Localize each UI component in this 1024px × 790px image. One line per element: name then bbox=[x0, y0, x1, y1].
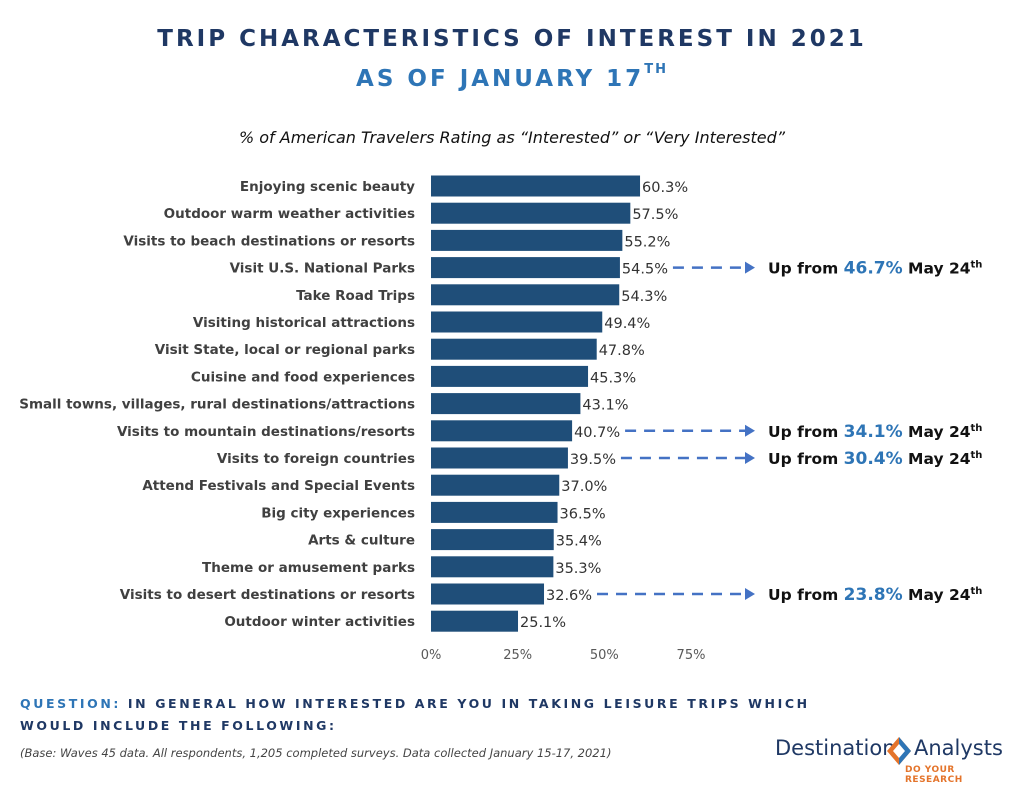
data-label: 49.4% bbox=[604, 316, 650, 332]
category-label: Arts & culture bbox=[308, 533, 415, 549]
chart-title-line2: AS OF JANUARY 17TH bbox=[0, 62, 1024, 92]
bar bbox=[431, 529, 554, 551]
category-label: Theme or amusement parks bbox=[202, 560, 415, 576]
logo-tagline: DO YOUR RESEARCH bbox=[905, 765, 963, 785]
bar bbox=[431, 338, 597, 360]
chart-title-line2-main: AS OF JANUARY 17 bbox=[356, 66, 645, 92]
annotation-suffix-sup: th bbox=[971, 450, 983, 461]
data-label: 25.1% bbox=[520, 615, 566, 631]
annotation-arrow-head bbox=[745, 452, 755, 464]
category-label: Visit State, local or regional parks bbox=[155, 342, 415, 358]
base-note: (Base: Waves 45 data. All respondents, 1… bbox=[20, 746, 612, 760]
annotation-text: Up from 46.7% May 24th bbox=[768, 259, 982, 279]
annotation-suffix-sup: th bbox=[971, 260, 983, 271]
data-label: 37.0% bbox=[561, 479, 607, 495]
annotation-suffix: May 24 bbox=[903, 586, 971, 604]
category-label: Visits to desert destinations or resorts bbox=[120, 587, 415, 603]
survey-question: QUESTION: IN GENERAL HOW INTERESTED ARE … bbox=[20, 693, 840, 737]
annotation-prefix: Up from bbox=[768, 260, 844, 278]
logo-word-analysts: Analysts bbox=[914, 736, 1003, 760]
category-label: Take Road Trips bbox=[296, 288, 415, 304]
company-logo: Destination Analysts DO YOUR RESEARCH bbox=[775, 732, 1015, 785]
annotation-text: Up from 23.8% May 24th bbox=[768, 585, 982, 605]
annotation-prefix: Up from bbox=[768, 586, 844, 604]
bar bbox=[431, 501, 558, 523]
data-label: 60.3% bbox=[642, 180, 688, 196]
chart-title-line1: TRIP CHARACTERISTICS OF INTEREST IN 2021 bbox=[157, 26, 867, 52]
annotation-text: Up from 30.4% May 24th bbox=[768, 449, 982, 469]
category-label: Visits to mountain destinations/resorts bbox=[117, 424, 415, 440]
question-text: IN GENERAL HOW INTERESTED ARE YOU IN TAK… bbox=[20, 696, 810, 733]
category-label: Big city experiences bbox=[261, 505, 415, 521]
data-label: 55.2% bbox=[624, 234, 670, 250]
category-label: Small towns, villages, rural destination… bbox=[19, 397, 415, 413]
data-label: 57.5% bbox=[632, 207, 678, 223]
annotation-suffix: May 24 bbox=[903, 423, 971, 441]
bar bbox=[431, 583, 545, 605]
annotation-arrow-head bbox=[745, 588, 755, 600]
category-label: Visits to foreign countries bbox=[217, 451, 415, 467]
annotation-suffix: May 24 bbox=[903, 450, 971, 468]
bar bbox=[431, 393, 581, 415]
annotation-text: Up from 34.1% May 24th bbox=[768, 422, 982, 442]
data-label: 39.5% bbox=[570, 452, 616, 468]
data-label: 45.3% bbox=[590, 370, 636, 386]
chart-title-line2-sup: TH bbox=[644, 62, 668, 77]
bar bbox=[431, 311, 603, 333]
annotation-suffix-sup: th bbox=[971, 423, 983, 434]
category-label: Visits to beach destinations or resorts bbox=[123, 233, 415, 249]
bar bbox=[431, 229, 623, 251]
annotation-suffix-sup: th bbox=[971, 586, 983, 597]
question-label: QUESTION: bbox=[20, 696, 121, 711]
bar bbox=[431, 556, 554, 578]
data-label: 36.5% bbox=[560, 506, 606, 522]
annotation-suffix: May 24 bbox=[903, 260, 971, 278]
x-tick-label: 50% bbox=[590, 648, 619, 663]
bar bbox=[431, 284, 620, 306]
annotation-arrow-head bbox=[745, 424, 755, 437]
bar bbox=[431, 474, 560, 496]
annotation-prefix: Up from bbox=[768, 450, 844, 468]
data-label: 54.3% bbox=[621, 289, 667, 305]
category-label: Cuisine and food experiences bbox=[191, 369, 415, 385]
bar-chart: Enjoying scenic beauty 60.3% Outdoor warm … bbox=[19, 175, 982, 663]
annotation-prefix: Up from bbox=[768, 423, 844, 441]
category-label: Visiting historical attractions bbox=[193, 315, 415, 331]
bar bbox=[431, 365, 589, 387]
data-label: 47.8% bbox=[599, 343, 645, 359]
bar bbox=[431, 175, 641, 197]
category-label: Outdoor warm weather activities bbox=[164, 206, 415, 222]
data-label: 54.5% bbox=[622, 262, 668, 278]
annotation-value: 34.1% bbox=[844, 422, 903, 442]
bar bbox=[431, 202, 631, 224]
annotation-value: 46.7% bbox=[844, 259, 903, 279]
category-label: Attend Festivals and Special Events bbox=[142, 478, 415, 494]
annotation-value: 23.8% bbox=[844, 585, 903, 605]
bar bbox=[431, 420, 573, 442]
category-label: Outdoor winter activities bbox=[224, 614, 415, 630]
category-label: Visit U.S. National Parks bbox=[230, 261, 415, 277]
data-label: 35.3% bbox=[555, 561, 601, 577]
x-tick-label: 75% bbox=[677, 648, 706, 663]
annotation-arrow-head bbox=[745, 261, 755, 274]
bar bbox=[431, 610, 519, 632]
x-tick-label: 0% bbox=[421, 648, 442, 663]
data-label: 40.7% bbox=[574, 425, 620, 441]
logo-word-destination: Destination bbox=[775, 736, 896, 760]
data-label: 35.4% bbox=[556, 534, 602, 550]
x-tick-label: 25% bbox=[503, 648, 532, 663]
chart-subtitle: % of American Travelers Rating as “Inter… bbox=[238, 128, 786, 147]
data-label: 32.6% bbox=[546, 588, 592, 604]
annotation-value: 30.4% bbox=[844, 449, 903, 469]
diamond-logo-icon bbox=[887, 737, 911, 765]
bar bbox=[431, 257, 620, 279]
category-label: Enjoying scenic beauty bbox=[240, 179, 415, 195]
bar bbox=[431, 447, 568, 469]
data-label: 43.1% bbox=[582, 398, 628, 414]
